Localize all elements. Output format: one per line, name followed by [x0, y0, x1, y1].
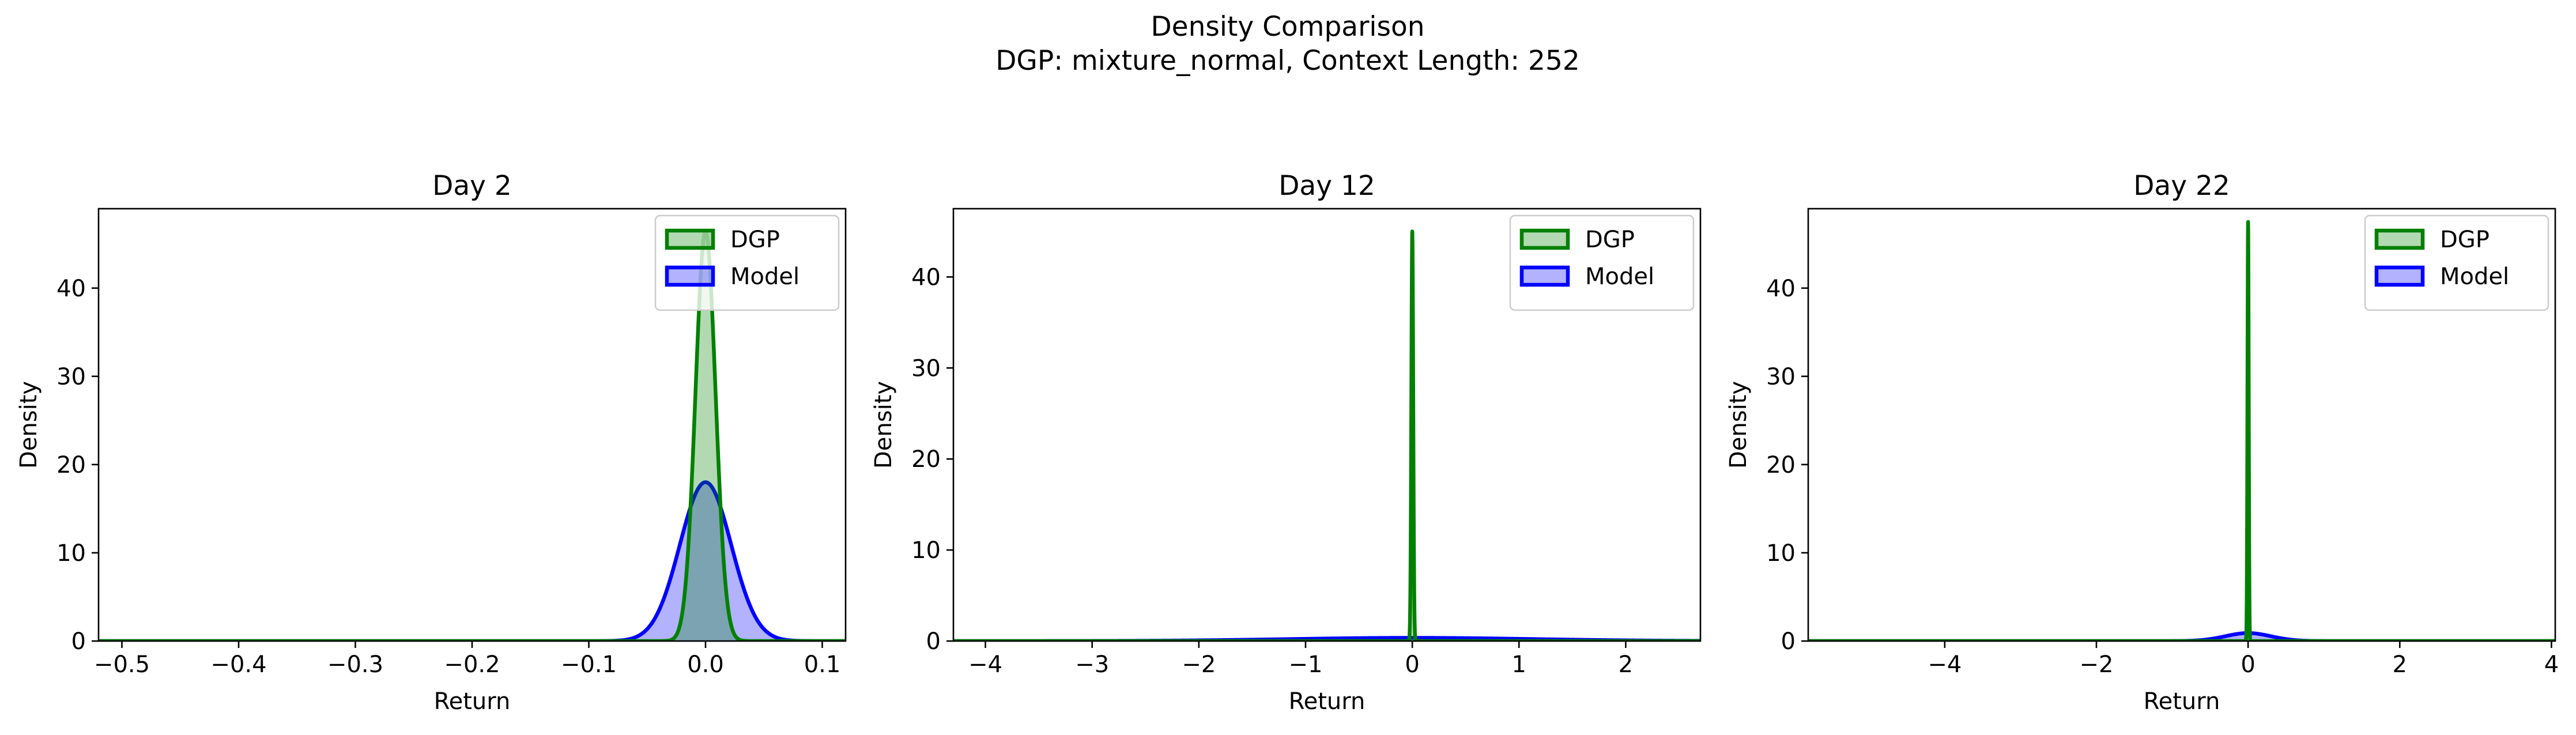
legend-label-model: Model	[730, 263, 799, 290]
y-axis-label: Density	[870, 381, 897, 469]
y-tick-label: 20	[56, 452, 86, 478]
plot-area	[99, 229, 846, 641]
axes-frame	[1807, 208, 2556, 642]
x-tick-label: −1	[1288, 651, 1322, 678]
model-density-line	[99, 480, 846, 641]
dgp-density-fill	[99, 231, 846, 641]
y-tick-label: 40	[1766, 276, 1796, 302]
model-legend-swatch	[1519, 265, 1570, 287]
model-legend-swatch	[2374, 265, 2425, 287]
y-tick-label: 10	[1766, 540, 1796, 567]
y-tick-label: 20	[1766, 452, 1796, 478]
axes-frame	[952, 208, 1702, 642]
x-tick-label: −4	[1928, 651, 1962, 678]
x-axis-label: Return	[2144, 688, 2220, 715]
y-tick-label: 10	[911, 537, 941, 564]
x-tick-label: 1	[1512, 651, 1526, 678]
y-axis-label: Density	[1725, 381, 1752, 469]
x-tick-label: 0	[1405, 651, 1419, 678]
y-tick-label: 30	[56, 364, 86, 390]
subplot-title: Day 12	[1278, 170, 1375, 202]
y-tick-label: 0	[926, 628, 941, 655]
y-tick-label: 40	[911, 264, 941, 291]
x-tick-label: −2	[2079, 651, 2113, 678]
x-tick-label: −0.1	[561, 651, 617, 678]
y-tick-label: 0	[1781, 628, 1796, 655]
figure-title: Density Comparison	[1151, 11, 1424, 43]
x-tick-label: −0.4	[210, 651, 266, 678]
x-tick-label: 2	[2393, 651, 2407, 678]
model-density-fill	[99, 482, 846, 641]
x-axis-label: Return	[1289, 688, 1366, 715]
x-tick-label: 0	[2241, 651, 2255, 678]
subplot-title: Day 2	[432, 170, 512, 202]
x-tick-label: −2	[1182, 651, 1216, 678]
legend-label-dgp: DGP	[2440, 227, 2490, 253]
y-tick-label: 30	[911, 355, 941, 382]
dgp-legend-swatch	[665, 228, 715, 250]
x-tick-label: 0.0	[687, 651, 724, 678]
x-tick-label: 2	[1619, 651, 1633, 678]
plot-area	[1808, 220, 2555, 641]
legend-label-model: Model	[2440, 263, 2509, 290]
legend-label-dgp: DGP	[730, 227, 780, 253]
legend: DGP Model	[1509, 214, 1695, 311]
dgp-legend-swatch	[2374, 228, 2425, 250]
legend-label-model: Model	[1585, 263, 1654, 290]
x-tick-label: −3	[1075, 651, 1109, 678]
dgp-legend-swatch	[1519, 228, 1570, 250]
y-tick-label: 20	[911, 446, 941, 473]
x-axis-label: Return	[434, 688, 511, 715]
subplot-title: Day 22	[2133, 170, 2230, 202]
legend-label-dgp: DGP	[1585, 227, 1635, 253]
y-tick-label: 40	[56, 276, 86, 302]
x-tick-label: −4	[968, 651, 1002, 678]
x-tick-label: −0.2	[444, 651, 500, 678]
x-tick-label: −0.3	[327, 651, 383, 678]
x-tick-label: 4	[2544, 651, 2559, 678]
dgp-density-line	[99, 229, 846, 641]
x-tick-label: −0.5	[94, 651, 150, 678]
subplot-day-2: −0.5 −0.4 −0.3 −0.2 −0.1 0.0 0.1 0 10 20 30 40 Day 2…	[16, 170, 847, 715]
legend: DGP Model	[654, 214, 840, 311]
x-tick-label: 0.1	[804, 651, 841, 678]
figure-subtitle: DGP: mixture_normal, Context Length: 252	[995, 45, 1580, 77]
y-tick-label: 30	[1766, 364, 1796, 390]
y-tick-label: 10	[56, 540, 86, 567]
dgp-density-line	[1808, 220, 2555, 641]
legend: DGP Model	[2364, 214, 2549, 311]
model-legend-swatch	[665, 265, 715, 287]
y-tick-label: 0	[71, 628, 86, 655]
model-density-line	[1808, 631, 2555, 641]
y-axis-label: Density	[16, 381, 42, 469]
